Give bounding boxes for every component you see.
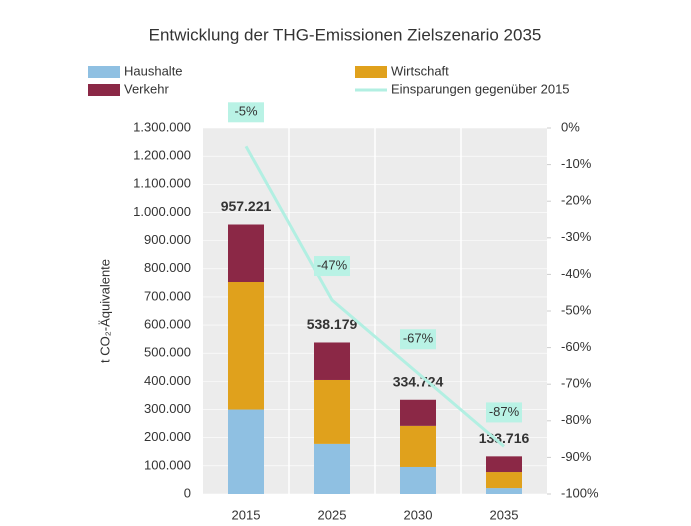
bar-segment xyxy=(314,443,350,494)
y-tick-label: 1.100.000 xyxy=(133,176,191,191)
line xyxy=(244,145,505,448)
y2-tick-label: -70% xyxy=(561,376,592,391)
y-tick-label: 700.000 xyxy=(144,288,191,303)
y-axis-label: t CO₂-Äquivalente xyxy=(97,259,112,363)
y-tick-label: 400.000 xyxy=(144,373,191,388)
line-label: -87% xyxy=(489,404,520,419)
y2-tick-label: -90% xyxy=(561,449,592,464)
line-label-box xyxy=(486,402,522,423)
y2-tick-label: -80% xyxy=(561,412,592,427)
y-tick-label: 100.000 xyxy=(144,457,191,472)
y2-tick-label: -20% xyxy=(561,193,592,208)
bar-segment xyxy=(486,488,522,494)
y2-tick-label: -50% xyxy=(561,302,592,317)
line-label-box xyxy=(314,256,350,277)
bar-segment xyxy=(400,466,436,494)
y-tick-label: 200.000 xyxy=(144,429,191,444)
bar-segment xyxy=(228,282,264,410)
x-tick-label: 2025 xyxy=(318,507,347,522)
y-tick-label: 1.200.000 xyxy=(133,148,191,163)
y-tick-label: 900.000 xyxy=(144,232,191,247)
y-tick-label: 1.000.000 xyxy=(133,204,191,219)
y-tick-label: 0 xyxy=(184,485,191,500)
y2-tick-label: -30% xyxy=(561,229,592,244)
x-tick-label: 2035 xyxy=(490,507,519,522)
bar-segment xyxy=(486,456,522,473)
bar-segment xyxy=(400,425,436,467)
y-tick-label: 600.000 xyxy=(144,317,191,332)
y2-tick-label: -40% xyxy=(561,266,592,281)
y-tick-label: 300.000 xyxy=(144,401,191,416)
legend-label: Wirtschaft xyxy=(391,63,449,78)
y2-tick-label: 0% xyxy=(561,119,580,134)
line-label-box xyxy=(400,329,436,350)
legend-label: Haushalte xyxy=(124,63,183,78)
legend-swatch xyxy=(88,84,120,96)
y2-tick-label: -100% xyxy=(561,485,599,500)
bar-segment xyxy=(228,409,264,494)
x-tick-label: 2030 xyxy=(404,507,433,522)
line-label: -67% xyxy=(403,331,434,346)
bar-segment xyxy=(486,472,522,489)
total-label: 538.179 xyxy=(307,316,358,332)
y2-tick-label: -60% xyxy=(561,339,592,354)
legend-label: Verkehr xyxy=(124,81,169,96)
legend-swatch xyxy=(88,66,120,78)
line-label-box xyxy=(228,102,264,123)
chart-title: Entwicklung der THG-Emissionen Zielszena… xyxy=(149,25,542,44)
bar-segment xyxy=(400,399,436,426)
bar-segment xyxy=(314,342,350,380)
y2-tick-label: -10% xyxy=(561,156,592,171)
total-label: 957.221 xyxy=(221,198,272,214)
line-label: -5% xyxy=(234,104,258,119)
y-tick-label: 1.300.000 xyxy=(133,119,191,134)
line-label: -47% xyxy=(317,257,348,272)
y-tick-label: 800.000 xyxy=(144,260,191,275)
bar-segment xyxy=(314,379,350,444)
y-tick-label: 500.000 xyxy=(144,345,191,360)
legend-label: Einsparungen gegenüber 2015 xyxy=(391,81,570,96)
legend-swatch xyxy=(355,66,387,78)
bar-segment xyxy=(228,224,264,283)
x-tick-label: 2015 xyxy=(232,507,261,522)
